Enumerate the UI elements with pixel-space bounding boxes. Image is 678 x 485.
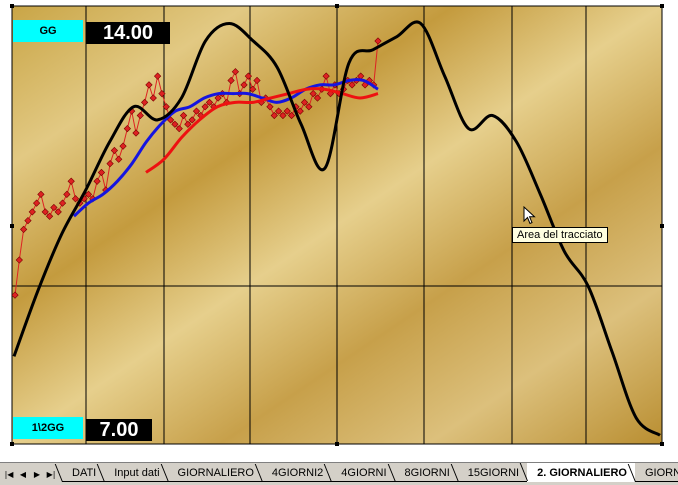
data-point (253, 76, 261, 85)
data-point (123, 125, 131, 133)
top-series-value: 14.00 (86, 22, 170, 44)
data-point (145, 81, 153, 89)
sheet-tab[interactable]: 4GIORNI2 (261, 464, 332, 482)
data-point (24, 216, 32, 225)
plot-area-tooltip: Area del tracciato (512, 227, 608, 243)
data-point (205, 98, 214, 106)
data-point (313, 94, 322, 102)
bottom-series-value: 7.00 (86, 419, 152, 441)
selection-handle (660, 4, 664, 8)
data-point (240, 81, 248, 89)
data-point (153, 72, 162, 80)
data-point (132, 129, 140, 137)
data-point (28, 208, 36, 216)
data-point (58, 199, 67, 207)
data-point (274, 107, 283, 115)
data-point (106, 160, 114, 168)
data-point (188, 116, 196, 124)
data-point (179, 111, 188, 120)
data-point (266, 103, 274, 111)
data-point (12, 291, 19, 299)
data-point (67, 177, 75, 185)
data-point (136, 111, 144, 120)
data-point (348, 81, 356, 89)
selection-handle (10, 442, 14, 446)
sheet-tab[interactable]: DATI (62, 464, 105, 482)
data-point (175, 125, 183, 133)
mouse-pointer-icon (523, 206, 536, 225)
data-point (322, 72, 330, 80)
sheet-tabs: DATI Input dati GIORNALIERO 4GIORNI2 4GIORNI… (62, 463, 678, 485)
data-point (50, 203, 58, 212)
selection-handle (335, 442, 339, 446)
data-point (20, 225, 28, 234)
next-sheet-icon[interactable]: ▶ (33, 469, 41, 479)
top-series-label: GG (13, 20, 83, 42)
sheet-tab[interactable]: 15GIORNI (457, 464, 528, 482)
first-sheet-icon[interactable]: |◀ (4, 469, 14, 479)
data-point (270, 111, 278, 120)
data-point (296, 107, 304, 115)
data-point (84, 190, 93, 198)
data-point (300, 98, 309, 106)
data-point (97, 168, 106, 177)
sheet-tab[interactable]: GIORNALIERO (167, 464, 262, 482)
selection-handles (10, 4, 664, 446)
data-point (201, 103, 209, 111)
data-point (214, 94, 222, 102)
data-point (54, 208, 62, 216)
sheet-tab-bar: |◀ ◀ ▶ ▶| DATI Input dati GIORNALIERO 4GIOR… (0, 462, 678, 485)
data-point (119, 142, 127, 150)
sheet-tab[interactable]: 4GIORNI (331, 464, 395, 482)
data-point (227, 76, 235, 85)
data-point (231, 68, 240, 76)
data-point (305, 103, 313, 111)
data-point (287, 111, 296, 120)
bottom-series-label: 1\2GG (13, 417, 83, 439)
selection-handle (660, 442, 664, 446)
selection-handle (660, 224, 664, 228)
selection-handle (10, 4, 14, 8)
data-point (374, 37, 382, 45)
data-point (184, 120, 192, 128)
selection-handle (10, 224, 14, 228)
data-point (279, 111, 287, 120)
data-point (41, 208, 49, 216)
data-point (110, 146, 119, 155)
data-point (171, 120, 179, 128)
series-line (72, 78, 379, 218)
selection-handle (335, 4, 339, 8)
data-point (244, 72, 252, 80)
data-point (309, 89, 317, 98)
sheet-tab[interactable]: GIORNALIER (634, 464, 678, 482)
plot-area[interactable] (0, 0, 678, 462)
sheet-tab[interactable]: 8GIORNI (394, 464, 458, 482)
data-point (192, 107, 201, 115)
last-sheet-icon[interactable]: ▶| (46, 469, 56, 479)
data-point (15, 256, 23, 264)
data-point (249, 85, 257, 93)
data-point (45, 212, 54, 220)
chart-area[interactable]: GG 14.00 1\2GG 7.00 Area del tracciato (0, 0, 678, 462)
data-point (162, 103, 170, 111)
data-point (141, 98, 149, 106)
data-point (115, 155, 123, 163)
data-point (166, 116, 175, 124)
sheet-tab[interactable]: 2. GIORNALIERO (527, 463, 635, 482)
data-point (158, 89, 166, 98)
data-point (283, 107, 291, 115)
grid-lines (12, 6, 662, 444)
data-point (37, 190, 45, 198)
data-point (32, 199, 41, 207)
previous-sheet-icon[interactable]: ◀ (19, 469, 27, 479)
data-point (71, 195, 80, 203)
data-point (63, 190, 71, 198)
data-point (93, 177, 101, 185)
sheet-tab[interactable]: Input dati (104, 464, 168, 482)
data-point (149, 94, 157, 102)
